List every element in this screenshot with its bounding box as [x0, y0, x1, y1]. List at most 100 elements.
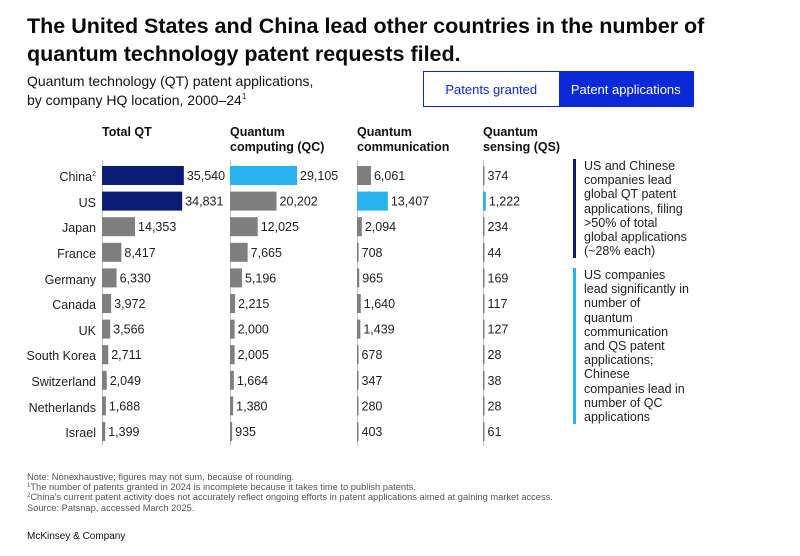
value-label-qc-switzerland: 1,664 [237, 374, 268, 388]
row-label-south-korea: South Korea [26, 349, 97, 363]
value-label-qc-canada: 2,215 [238, 297, 269, 311]
bar-qcomm-uk [357, 319, 361, 339]
column-header-total-qt-line-2: Total QT [102, 125, 152, 139]
row-label-france: France [57, 247, 96, 261]
value-label-total-qt-japan: 14,353 [138, 220, 176, 234]
row-label-germany: Germany [44, 273, 96, 287]
column-header-qcomm: Quantum communication [357, 125, 449, 155]
footnote-1-marker: 1 [27, 483, 31, 490]
value-label-qc-israel: 935 [235, 425, 256, 439]
bar-total-qt-switzerland [102, 370, 107, 390]
patents-granted-button[interactable]: Patents granted [424, 72, 559, 106]
value-label-qs-uk: 127 [488, 323, 509, 337]
value-label-qcomm-us: 13,407 [391, 195, 429, 209]
brand-wordmark: McKinsey & Company [27, 531, 126, 542]
bar-qs-netherlands [483, 396, 485, 416]
footnotes: Note: Nonexhaustive; figures may not sum… [27, 472, 787, 513]
bar-qs-uk [483, 319, 485, 339]
column-header-qc: Quantum computing (QC) [230, 125, 324, 155]
value-label-qcomm-france: 708 [362, 246, 383, 260]
bar-qcomm-japan [357, 217, 362, 237]
bar-total-qt-netherlands [102, 396, 106, 416]
value-label-qs-israel: 61 [488, 425, 502, 439]
bar-qs-us [483, 191, 486, 211]
row-label-uk: UK [78, 324, 96, 338]
bar-qcomm-canada [357, 294, 361, 313]
value-label-qc-south-korea: 2,005 [238, 348, 269, 362]
bar-qs-israel [483, 422, 485, 441]
value-label-qcomm-netherlands: 280 [362, 399, 383, 413]
china-footnote-marker: 2 [92, 171, 96, 178]
bar-qs-china [483, 166, 485, 185]
bar-total-qt-us [102, 191, 183, 211]
column-header-qc-line-2: computing (QC) [230, 140, 325, 154]
column-header-qs-line-1: Quantum [483, 125, 538, 139]
value-label-total-qt-switzerland: 2,049 [110, 374, 141, 388]
bar-qcomm-south-korea [357, 345, 359, 365]
value-label-qc-germany: 5,196 [245, 271, 276, 285]
bar-qs-germany [483, 268, 485, 288]
value-label-qcomm-switzerland: 347 [362, 374, 383, 388]
bar-qcomm-germany [357, 268, 360, 288]
value-label-total-qt-south-korea: 2,711 [111, 348, 141, 362]
column-header-qcomm-line-2: communication [357, 140, 450, 154]
value-label-qc-uk: 2,000 [238, 323, 269, 337]
value-label-total-qt-france: 8,417 [124, 246, 155, 260]
value-label-qs-canada: 117 [488, 297, 508, 311]
value-label-qcomm-china: 6,061 [374, 169, 405, 183]
row-label-japan: Japan [61, 221, 96, 235]
bar-total-qt-uk [102, 319, 111, 339]
chart-subtitle: Quantum technology (QT) patent applicati… [27, 72, 357, 110]
callout-us-china-lead: US and Chinese companies lead global QT … [573, 159, 691, 259]
footnote-2-marker: 2 [27, 493, 31, 500]
footnote-source: Source: Patsnap, accessed March 2025. [27, 502, 195, 513]
bar-qs-switzerland [483, 370, 485, 390]
value-label-qcomm-canada: 1,640 [364, 297, 395, 311]
patent-applications-button[interactable]: Patent applications [558, 72, 693, 106]
value-label-qs-france: 44 [488, 246, 502, 260]
value-label-total-qt-canada: 3,972 [114, 297, 145, 311]
bar-total-qt-south-korea [102, 345, 109, 365]
value-label-qc-france: 7,665 [251, 246, 282, 260]
footnote-1-text: The number of patents granted in 2024 is… [30, 482, 416, 493]
bar-qc-japan [230, 217, 258, 237]
bar-qc-netherlands [230, 396, 234, 416]
bar-total-qt-germany [102, 268, 117, 288]
footnote-1: 1The number of patents granted in 2024 i… [27, 482, 787, 492]
bar-total-qt-china [102, 166, 184, 185]
value-label-total-qt-netherlands: 1,688 [109, 399, 140, 413]
bar-qcomm-netherlands [357, 396, 359, 416]
bar-qcomm-france [357, 242, 359, 262]
value-label-qs-us: 1,222 [489, 195, 520, 209]
bar-total-qt-japan [102, 217, 136, 237]
row-label-netherlands: Netherlands [28, 401, 96, 415]
value-label-qs-netherlands: 28 [488, 399, 502, 413]
bar-qs-canada [483, 294, 485, 313]
value-label-qs-switzerland: 38 [488, 374, 502, 388]
bar-qc-us [230, 191, 277, 211]
bar-qcomm-israel [357, 422, 359, 441]
bar-qc-switzerland [230, 370, 234, 390]
callout-us-comm-sensing: US companies lead significantly in numbe… [573, 268, 691, 425]
subtitle-footnote-marker: 1 [241, 92, 247, 101]
subtitle-line-2-text: by company HQ location, 2000–24 [27, 92, 242, 108]
value-label-total-qt-uk: 3,566 [113, 323, 144, 337]
bar-qs-france [483, 242, 485, 262]
column-header-total-qt: Total QT [102, 125, 152, 140]
bar-total-qt-israel [102, 422, 106, 441]
bar-qc-canada [230, 294, 236, 313]
row-label-us: US [78, 196, 96, 210]
row-label-china-text: China [59, 170, 93, 184]
subtitle-line-2: by company HQ location, 2000–241 [27, 91, 357, 110]
value-label-qc-us: 20,202 [280, 195, 318, 209]
subtitle-line-1: Quantum technology (QT) patent applicati… [27, 73, 314, 89]
value-label-qs-japan: 234 [488, 220, 509, 234]
value-label-total-qt-china: 35,540 [187, 169, 225, 183]
bar-qc-china [230, 166, 298, 185]
value-label-qcomm-israel: 403 [362, 425, 383, 439]
value-label-total-qt-germany: 6,330 [120, 271, 151, 285]
bar-qcomm-china [357, 166, 371, 185]
column-header-qs: Quantum sensing (QS) [483, 125, 560, 155]
bar-qcomm-switzerland [357, 370, 359, 390]
patent-type-toggle[interactable]: Patents granted Patent applications [423, 71, 694, 107]
